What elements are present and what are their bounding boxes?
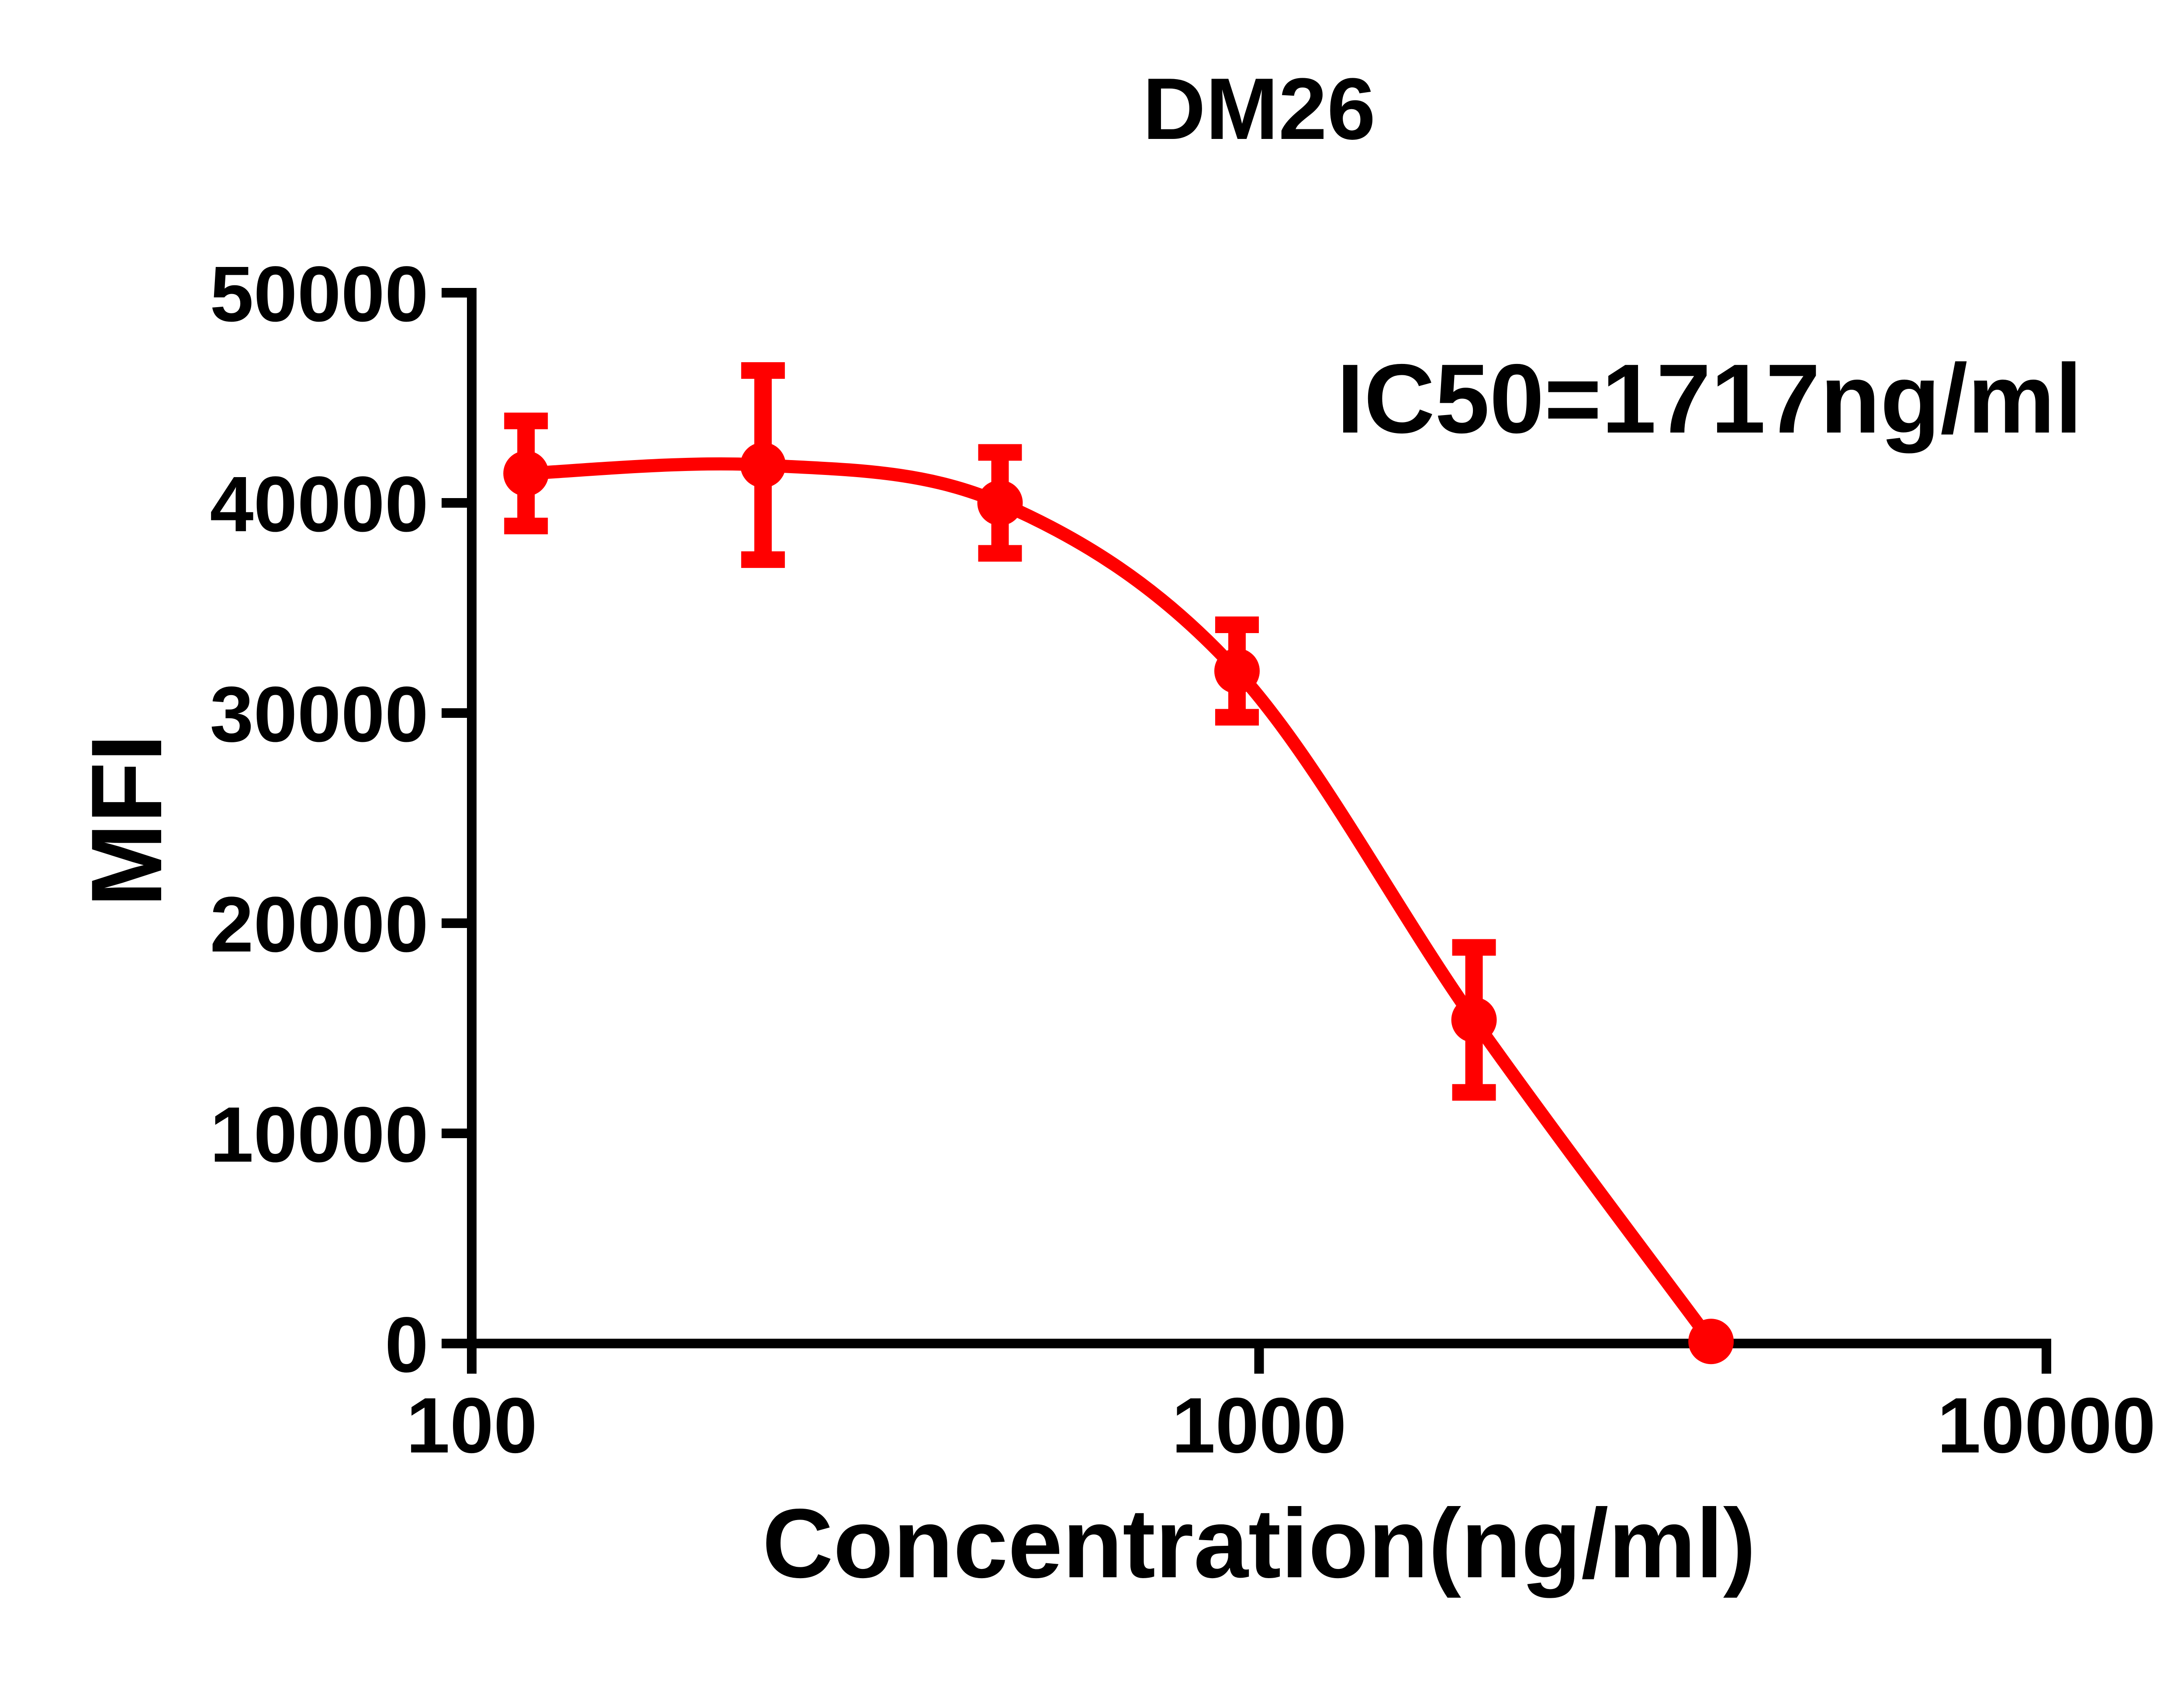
y-tick-label: 50000 — [210, 250, 429, 338]
x-tick-label: 100 — [406, 1382, 537, 1469]
ic50-annotation: IC50=1717ng/ml — [1337, 343, 2083, 454]
y-tick-label: 0 — [385, 1301, 429, 1389]
data-point-marker — [1688, 1319, 1734, 1364]
data-point-marker — [1451, 997, 1497, 1043]
x-tick-label: 1000 — [1171, 1382, 1346, 1469]
y-tick-label: 20000 — [210, 881, 429, 969]
x-tick-label: 10000 — [1937, 1382, 2156, 1469]
chart-title: DM26 — [1142, 60, 1376, 158]
y-tick-label: 10000 — [210, 1091, 429, 1179]
data-point-marker — [740, 442, 786, 488]
y-tick-label: 30000 — [210, 671, 429, 758]
data-point-marker — [503, 450, 549, 496]
data-point-marker — [977, 480, 1023, 526]
y-tick-label: 40000 — [210, 461, 429, 548]
fit-curve — [519, 457, 1718, 1348]
data-point-marker — [1214, 648, 1260, 694]
x-axis-title: Concentration(ng/ml) — [762, 1488, 1756, 1598]
